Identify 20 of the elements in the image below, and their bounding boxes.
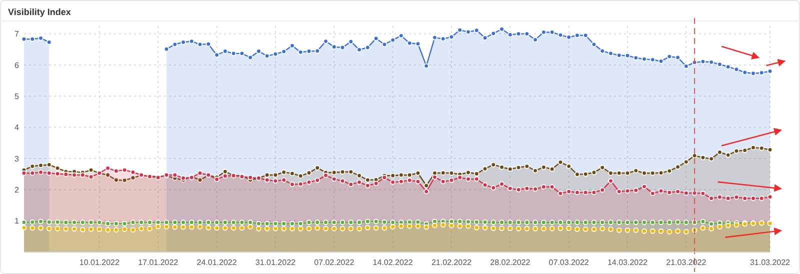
x-tick-label: 14.03.2022 <box>607 258 648 267</box>
y-tick-label: 3 <box>14 154 20 164</box>
x-tick-label: 17.01.2022 <box>138 258 179 267</box>
x-tick-label: 10.01.2022 <box>79 258 120 267</box>
y-tick-label: 1 <box>14 216 20 226</box>
x-tick-label: 31.01.2022 <box>255 258 296 267</box>
x-tick-label: 28.02.2022 <box>490 258 531 267</box>
y-tick-label: 5 <box>14 92 20 101</box>
x-tick-label: 07.02.2022 <box>314 258 355 267</box>
y-tick-label: 6 <box>14 60 20 70</box>
chart-title: Visibility Index <box>8 7 71 17</box>
x-tick-label: 21.03.2022 <box>666 258 707 267</box>
x-tick-label: 24.01.2022 <box>196 258 238 267</box>
x-tick-label: 14.02.2022 <box>372 258 414 267</box>
x-tick-label: 21.02.2022 <box>431 258 472 267</box>
y-tick-label: 2 <box>14 185 20 194</box>
y-tick-label: 7 <box>14 30 20 39</box>
x-tick-label: 07.03.2022 <box>548 258 590 267</box>
x-tick-label: 31.03.2022 <box>750 258 791 267</box>
y-tick-label: 4 <box>14 123 20 132</box>
